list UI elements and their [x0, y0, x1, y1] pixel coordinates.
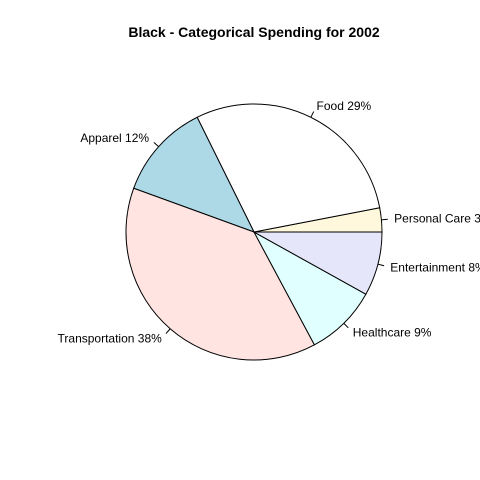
pie-slices: [125, 103, 383, 361]
label-tick: [165, 328, 171, 334]
pie-slice-entertainment: [252, 231, 383, 295]
label-tick: [153, 142, 159, 148]
pie-slice-apparel: [133, 116, 256, 233]
chart-title: Black - Categorical Spending for 2002: [128, 24, 380, 40]
label-tick: [310, 111, 315, 118]
label-tick: [343, 322, 349, 329]
slice-label: Apparel 12%: [80, 131, 149, 145]
label-tick: [381, 218, 388, 221]
slice-label: Food 29%: [317, 99, 372, 113]
pie-slice-food: [196, 103, 381, 233]
slice-label: Healthcare 9%: [353, 325, 432, 339]
label-tick: [377, 263, 385, 267]
pie-slice-transportation: [125, 187, 316, 361]
slice-label: Personal Care 3%: [394, 212, 480, 226]
slice-label: Entertainment 8%: [390, 260, 480, 274]
slice-label: Transportation 38%: [58, 331, 163, 345]
label-ticks: [153, 111, 388, 334]
slice-labels: Personal Care 3% Food 29% Apparel 12% Trans…: [58, 99, 480, 346]
